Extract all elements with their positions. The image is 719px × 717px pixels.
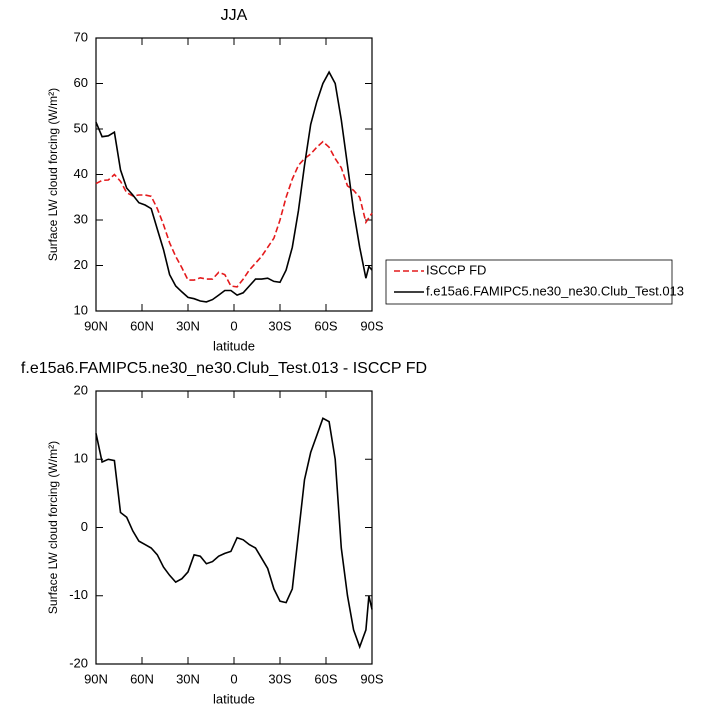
y-tick-label: 10 — [74, 451, 88, 466]
x-tick-label: 0 — [230, 671, 237, 686]
x-tick-label: 90N — [84, 318, 108, 333]
y-tick-label: 20 — [74, 382, 88, 397]
y-tick-label: 0 — [81, 519, 88, 534]
x-tick-label: 90S — [360, 671, 383, 686]
x-tick-label: 60S — [314, 318, 337, 333]
series-line — [95, 140, 373, 288]
x-tick-label: 60S — [314, 671, 337, 686]
y-tick-label: 20 — [74, 257, 88, 272]
x-tick-label: 30N — [176, 318, 200, 333]
x-tick-label: 90S — [360, 318, 383, 333]
x-tick-label: 60N — [130, 671, 154, 686]
y-axis-label: Surface LW cloud forcing (W/m²) — [46, 441, 60, 614]
x-axis-label: latitude — [213, 338, 255, 353]
y-tick-label: 70 — [74, 29, 88, 44]
y-tick-label: 50 — [74, 120, 88, 135]
y-tick-label: 30 — [74, 211, 88, 226]
legend-box — [385, 259, 673, 305]
x-axis-label: latitude — [213, 691, 255, 706]
y-tick-label: -10 — [69, 587, 88, 602]
data-line — [95, 417, 373, 650]
legend-label: f.e15a6.FAMIPC5.ne30_ne30.Club_Test.013 — [426, 283, 684, 298]
y-tick-label: 10 — [74, 302, 88, 317]
x-tick-label: 90N — [84, 671, 108, 686]
x-tick-label: 30S — [268, 671, 291, 686]
x-tick-label: 0 — [230, 318, 237, 333]
chart-title: f.e15a6.FAMIPC5.ne30_ne30.Club_Test.013 … — [21, 360, 427, 377]
y-tick-label: 60 — [74, 75, 88, 90]
chart-title: JJA — [221, 7, 248, 24]
x-tick-label: 30N — [176, 671, 200, 686]
plot-frame — [95, 37, 373, 312]
y-tick-label: 40 — [74, 166, 88, 181]
y-axis-label: Surface LW cloud forcing (W/m²) — [46, 88, 60, 261]
y-tick-label: -20 — [69, 655, 88, 670]
legend-label: ISCCP FD — [426, 262, 486, 277]
x-tick-label: 60N — [130, 318, 154, 333]
series-line — [95, 70, 373, 303]
x-tick-label: 30S — [268, 318, 291, 333]
